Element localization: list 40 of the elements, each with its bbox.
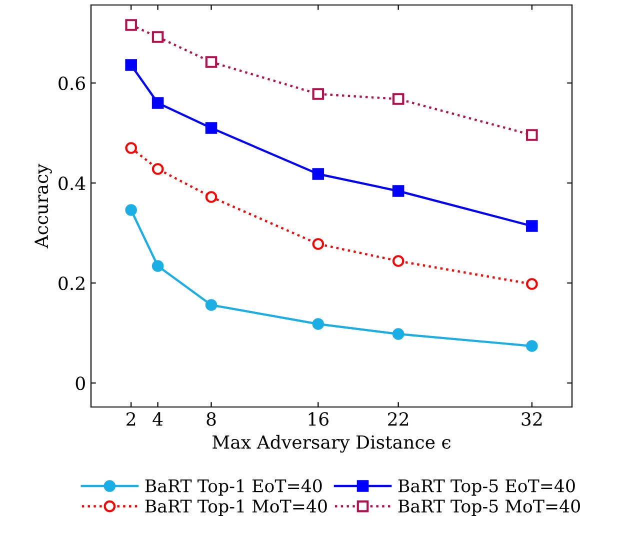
point [125, 19, 137, 31]
point [392, 185, 404, 197]
x-tick-label: 32 [522, 412, 542, 426]
point [205, 191, 218, 203]
x-tick-label: 8 [206, 412, 216, 426]
x-tick-label: 4 [152, 412, 163, 426]
legend-label: BaRT Top-1 MoT=40 [145, 499, 327, 516]
point [152, 31, 164, 43]
point [526, 220, 538, 232]
point [125, 204, 137, 216]
y-tick-label: 0.6 [58, 76, 86, 90]
point [392, 255, 404, 267]
point [312, 168, 324, 180]
x-axis-title: Max Adversary Distance ϵ [212, 434, 451, 453]
y-tick-label: 0.4 [58, 176, 86, 190]
point [526, 278, 538, 290]
y-axis-title: Accuracy [34, 164, 52, 248]
point [392, 328, 404, 340]
point [152, 163, 164, 175]
point [392, 93, 404, 105]
y-tick-label: 0.2 [58, 276, 84, 290]
point [312, 318, 324, 330]
x-tick-label: 2 [126, 412, 136, 426]
point [312, 238, 324, 250]
point [152, 97, 164, 109]
x-tick-label: 16 [308, 412, 328, 426]
x-tick-label: 22 [388, 412, 408, 426]
y-tick-label: 0 [76, 376, 85, 390]
point [526, 340, 538, 352]
legend-label: BaRT Top-1 EoT=40 [145, 479, 322, 496]
point [205, 122, 218, 134]
point [152, 260, 164, 272]
point [205, 56, 218, 68]
legend-label: BaRT Top-5 MoT=40 [398, 499, 580, 516]
point [125, 142, 137, 154]
point [312, 88, 324, 100]
legend-label: BaRT Top-5 EoT=40 [398, 479, 575, 496]
point [125, 59, 137, 71]
point [205, 299, 218, 311]
point [526, 129, 538, 141]
